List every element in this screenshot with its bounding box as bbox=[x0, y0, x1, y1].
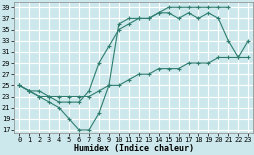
X-axis label: Humidex (Indice chaleur): Humidex (Indice chaleur) bbox=[73, 144, 193, 153]
